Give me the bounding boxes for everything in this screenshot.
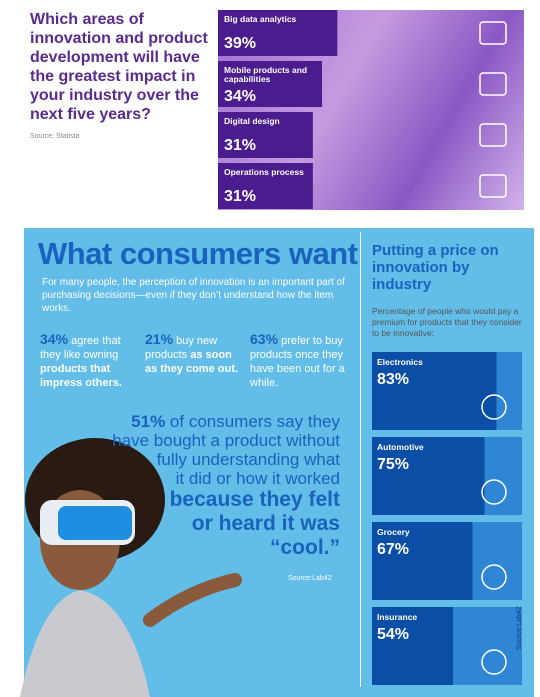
stat-percent: 21% bbox=[145, 331, 174, 347]
survey-question: Which areas of innovation and product de… bbox=[30, 11, 208, 123]
stat-percent: 34% bbox=[40, 331, 69, 347]
bar-value-label: 75% bbox=[377, 456, 409, 473]
price-subtitle: Percentage of people who would pay a pre… bbox=[372, 306, 522, 338]
source: Source: Statista bbox=[30, 133, 80, 140]
bar-value-label: 34% bbox=[224, 88, 256, 105]
stat-emphasis: as soon as they come out. bbox=[145, 349, 238, 375]
bar-label: Operations process bbox=[224, 167, 304, 177]
bar-value-label: 31% bbox=[224, 188, 256, 205]
stat: 21% buy new products as soon as they com… bbox=[145, 332, 245, 376]
bar bbox=[218, 61, 323, 107]
icon bbox=[481, 394, 507, 420]
bar-value-label: 67% bbox=[377, 541, 409, 558]
source: Source:Lab42 bbox=[288, 575, 332, 582]
vr-woman-illustration bbox=[20, 438, 242, 697]
bar bbox=[218, 10, 338, 56]
bar-value-label: 39% bbox=[224, 35, 256, 52]
icon bbox=[481, 479, 507, 505]
bar-label: Insurance bbox=[377, 612, 417, 622]
bar-label: Digital design bbox=[224, 116, 280, 126]
price-title: Putting a price on innovation by industr… bbox=[372, 242, 499, 293]
section-title: What consumers want bbox=[38, 236, 358, 271]
intro-text: For many people, the perception of innov… bbox=[42, 277, 345, 314]
bar bbox=[218, 163, 313, 209]
stat-percent: 63% bbox=[250, 331, 279, 347]
icon bbox=[479, 72, 507, 96]
icon bbox=[481, 649, 507, 675]
bar-label: Automotive bbox=[377, 442, 424, 452]
bar-label: Big data analytics bbox=[224, 14, 297, 24]
stat-text: agree that they like owning bbox=[40, 335, 121, 361]
bar bbox=[372, 352, 497, 430]
stat-text: prefer to buy products once they have be… bbox=[250, 335, 345, 389]
bar-value-label: 31% bbox=[224, 137, 256, 154]
divider bbox=[360, 232, 361, 687]
icon bbox=[479, 21, 507, 45]
price-bars: Electronics 83% Automotive 75% Grocery 67% Ins… bbox=[372, 352, 522, 685]
stat-emphasis: products that impress others. bbox=[40, 363, 122, 389]
bar bbox=[218, 112, 313, 158]
quote: 51% of consumers say they have bought a … bbox=[80, 412, 340, 560]
bar-label: Mobile products and capabilities bbox=[224, 65, 307, 84]
quote-line: it did or how it worked bbox=[175, 469, 340, 488]
bar bbox=[372, 437, 485, 515]
icon bbox=[479, 174, 507, 198]
quote-highlight: 51% bbox=[131, 412, 166, 431]
quote-text: of consumers say they bbox=[169, 412, 340, 431]
quote-line: because they felt bbox=[169, 488, 340, 511]
bar-value-label: 83% bbox=[377, 371, 409, 388]
icon bbox=[481, 564, 507, 590]
stat: 34% agree that they like owning products… bbox=[40, 332, 140, 390]
stat: 63% prefer to buy products once they hav… bbox=[250, 332, 350, 390]
quote-line: fully understanding what bbox=[156, 450, 340, 469]
bar bbox=[372, 522, 473, 600]
icon bbox=[479, 123, 507, 147]
bar-value-label: 54% bbox=[377, 626, 409, 643]
quote-line: “cool.” bbox=[269, 536, 340, 559]
bar-label: Electronics bbox=[377, 357, 423, 367]
quote-line: have bought a product without bbox=[112, 431, 340, 450]
source: Source:Lab42 bbox=[516, 606, 523, 650]
survey-bars: Big data analytics 39% Mobile products and… bbox=[218, 10, 507, 209]
quote-line: or heard it was bbox=[191, 512, 340, 535]
bar-label: Grocery bbox=[377, 527, 410, 537]
stat-text: buy new products bbox=[145, 335, 218, 361]
bar bbox=[372, 607, 453, 685]
quote-line: 51% of consumers say they bbox=[80, 412, 340, 431]
